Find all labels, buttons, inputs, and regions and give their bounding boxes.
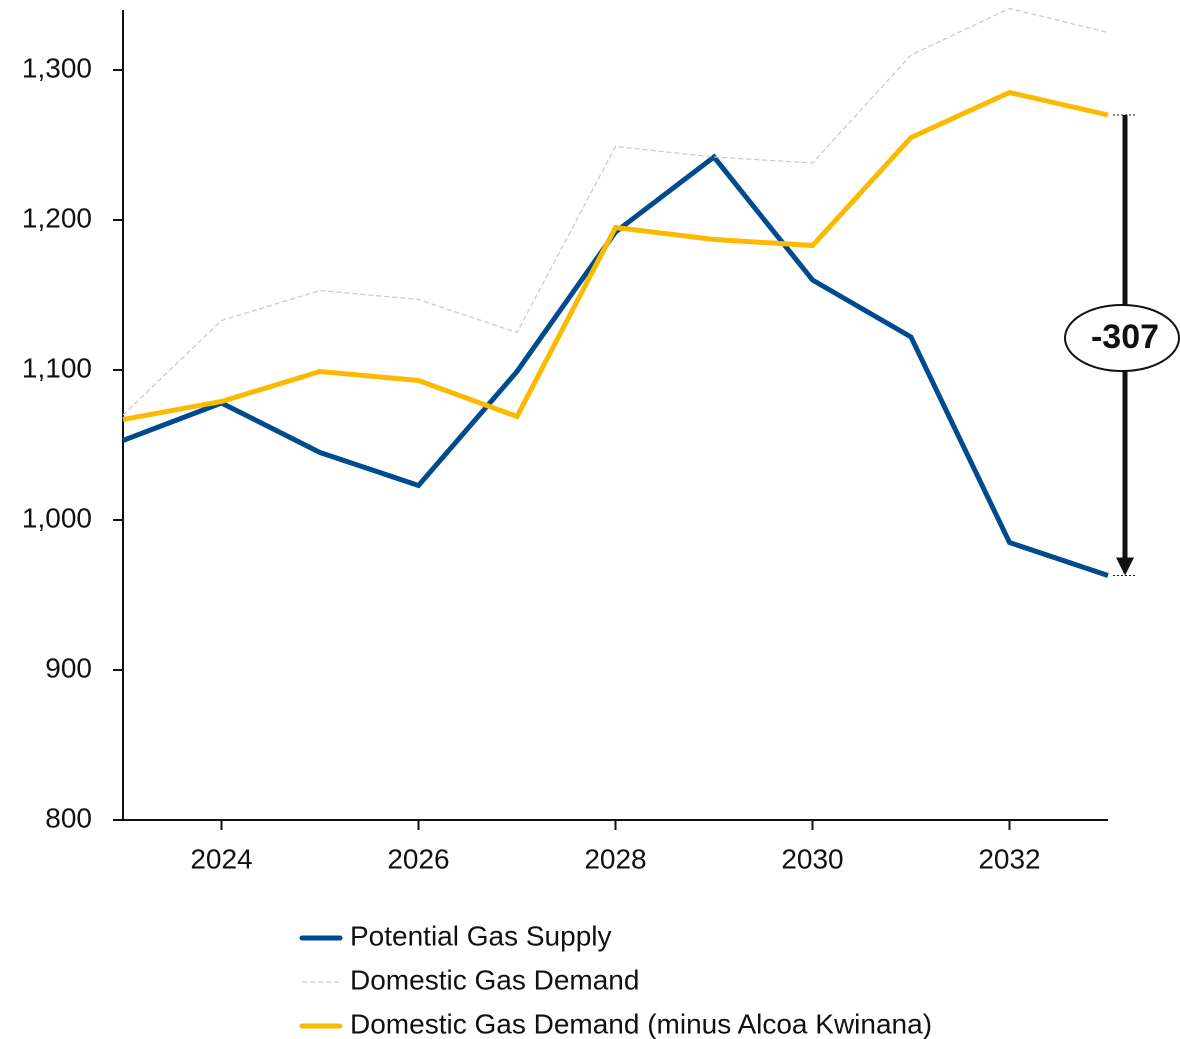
x-tick-label: 2032 bbox=[978, 843, 1040, 874]
y-tick-label: 1,300 bbox=[22, 52, 92, 83]
legend-label: Potential Gas Supply bbox=[350, 920, 612, 951]
x-tick-label: 2026 bbox=[387, 843, 449, 874]
x-tick-label: 2028 bbox=[584, 843, 646, 874]
legend-label: Domestic Gas Demand bbox=[350, 964, 639, 995]
y-tick-label: 1,100 bbox=[22, 352, 92, 383]
annotation: -307 bbox=[1091, 318, 1159, 356]
x-tick-label: 2024 bbox=[190, 843, 252, 874]
y-tick-label: 900 bbox=[45, 652, 92, 683]
legend-label: Domestic Gas Demand (minus Alcoa Kwinana… bbox=[350, 1008, 932, 1039]
y-tick-label: 1,200 bbox=[22, 202, 92, 233]
x-tick-label: 2030 bbox=[781, 843, 843, 874]
series-line bbox=[122, 7, 1109, 416]
y-tick-label: 1,000 bbox=[22, 502, 92, 533]
series-line bbox=[122, 89, 1109, 422]
annotation-arrowhead bbox=[1116, 557, 1134, 576]
annotation-bubble bbox=[1064, 304, 1180, 372]
series-line bbox=[122, 153, 1109, 578]
y-tick-label: 800 bbox=[45, 802, 92, 833]
